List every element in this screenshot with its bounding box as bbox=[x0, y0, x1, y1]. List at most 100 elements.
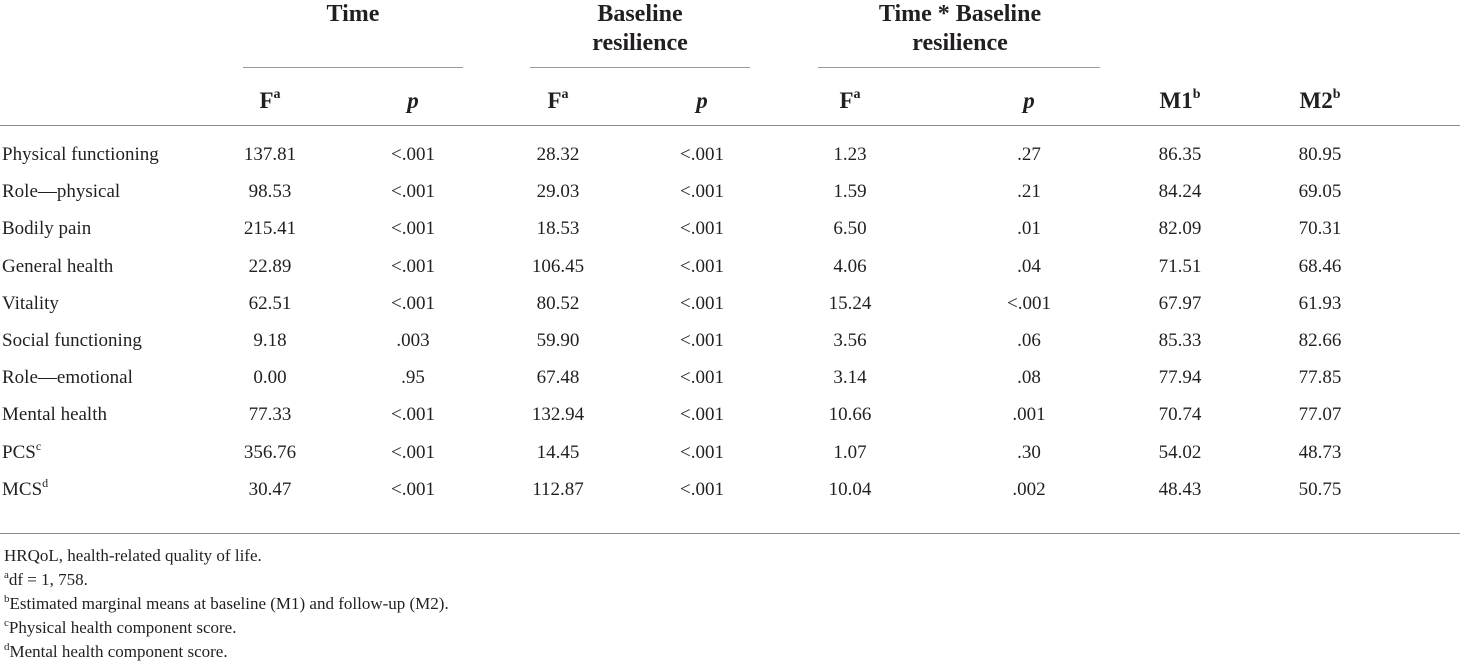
row-label-text: MCS bbox=[2, 478, 43, 500]
table-cell: 137.81 bbox=[243, 144, 297, 165]
row-label: Social functioning bbox=[2, 330, 142, 352]
row-label-text: Mental health bbox=[2, 404, 107, 426]
table-cell: 71.51 bbox=[1158, 255, 1202, 277]
footnote-text: Estimated marginal means at baseline (M1… bbox=[9, 594, 449, 613]
footer-rule bbox=[0, 533, 1460, 534]
table-cell: 59.90 bbox=[536, 330, 580, 351]
row-label: Role—emotional bbox=[2, 367, 133, 389]
table-cell: <.001 bbox=[391, 255, 435, 277]
col-header-baseline-p: p bbox=[696, 88, 708, 113]
table-cell: 77.33 bbox=[248, 404, 292, 426]
table-cell: .01 bbox=[1017, 218, 1041, 240]
table-cell: 106.45 bbox=[531, 255, 585, 277]
footnote-marker: d bbox=[4, 641, 10, 653]
table-cell: <.001 bbox=[680, 218, 724, 240]
table-cell: <.001 bbox=[391, 181, 435, 203]
group-header-line: Baseline bbox=[597, 1, 683, 27]
col-header-baseline-f: Fa bbox=[547, 87, 569, 114]
table-cell: <.001 bbox=[391, 144, 435, 165]
table-cell: <.001 bbox=[680, 292, 724, 314]
group-header-baseline-resilience: Baseline resilience bbox=[530, 0, 750, 58]
header-rule bbox=[0, 125, 1460, 126]
table-cell: .95 bbox=[401, 367, 425, 389]
table-cell: 1.59 bbox=[833, 181, 867, 203]
table-cell: <.001 bbox=[680, 441, 724, 463]
group-header-line: resilience bbox=[592, 30, 688, 56]
row-label-text: General health bbox=[2, 255, 114, 277]
row-label: Physical functioning bbox=[2, 144, 159, 166]
table-cell: <.001 bbox=[391, 404, 435, 426]
row-label-text: Vitality bbox=[2, 292, 59, 314]
footnote: cPhysical health component score. bbox=[4, 618, 236, 638]
col-header-interaction-f: Fa bbox=[839, 87, 861, 114]
footnote-text: df = 1, 758. bbox=[8, 570, 88, 589]
table-cell: <.001 bbox=[391, 292, 435, 314]
table-cell: <.001 bbox=[680, 367, 724, 389]
table-cell: 3.14 bbox=[833, 367, 867, 389]
row-label: Role—physical bbox=[2, 181, 120, 203]
table-cell: .002 bbox=[1012, 478, 1046, 500]
table-cell: 356.76 bbox=[243, 441, 297, 463]
table-cell: <.001 bbox=[680, 330, 724, 351]
table-cell: 48.43 bbox=[1158, 478, 1202, 500]
table-cell: <.001 bbox=[680, 144, 724, 165]
row-label-text: Social functioning bbox=[2, 330, 142, 351]
group-header-line: Time * Baseline bbox=[878, 1, 1042, 27]
table-cell: .003 bbox=[396, 330, 430, 351]
row-label: MCSd bbox=[2, 475, 49, 501]
table-cell: .08 bbox=[1017, 367, 1041, 389]
table-cell: 70.31 bbox=[1298, 218, 1342, 240]
table-cell: .04 bbox=[1017, 255, 1041, 277]
table-cell: <.001 bbox=[1007, 292, 1051, 314]
table-cell: 6.50 bbox=[833, 218, 867, 240]
table-cell: 80.52 bbox=[536, 292, 580, 314]
table-cell: 67.97 bbox=[1158, 292, 1202, 314]
row-label: Mental health bbox=[2, 404, 107, 426]
group-header-time-baseline-resilience: Time * Baseline resilience bbox=[810, 0, 1110, 58]
table-cell: 84.24 bbox=[1158, 181, 1202, 203]
table-cell: 68.46 bbox=[1298, 255, 1342, 277]
table-cell: 69.05 bbox=[1298, 181, 1342, 203]
table-cell: 29.03 bbox=[536, 181, 580, 203]
row-label-footnote: c bbox=[35, 438, 42, 453]
row-label: General health bbox=[2, 256, 113, 278]
table-cell: 61.93 bbox=[1298, 292, 1342, 314]
col-header-interaction-p: p bbox=[1023, 88, 1035, 113]
table-cell: 14.45 bbox=[536, 441, 580, 463]
footnote-text: Mental health component score. bbox=[9, 642, 228, 661]
table-cell: 1.23 bbox=[833, 144, 867, 165]
footnote-text: Physical health component score. bbox=[8, 618, 237, 637]
group-underline-interaction bbox=[818, 67, 1100, 68]
table-cell: 82.66 bbox=[1298, 330, 1342, 351]
table-cell: 62.51 bbox=[248, 292, 292, 314]
table-cell: 9.18 bbox=[253, 330, 287, 351]
table-cell: 48.73 bbox=[1298, 441, 1342, 463]
table-cell: 18.53 bbox=[536, 218, 580, 240]
table-cell: 77.94 bbox=[1158, 367, 1202, 389]
table-cell: <.001 bbox=[680, 404, 724, 426]
row-label-text: Role—emotional bbox=[2, 367, 133, 389]
table-cell: 80.95 bbox=[1298, 144, 1342, 165]
table-cell: 30.47 bbox=[248, 478, 292, 500]
row-label-text: PCS bbox=[2, 441, 36, 463]
table-cell: .27 bbox=[1017, 144, 1041, 165]
table-cell: 4.06 bbox=[833, 255, 867, 277]
table-cell: 85.33 bbox=[1158, 330, 1202, 351]
row-label-footnote: d bbox=[42, 475, 49, 490]
table-cell: 82.09 bbox=[1158, 218, 1202, 240]
row-label-text: Bodily pain bbox=[2, 218, 92, 240]
group-underline-baseline-resilience bbox=[530, 67, 750, 68]
table-cell: 77.85 bbox=[1298, 367, 1342, 389]
footnote: adf = 1, 758. bbox=[4, 570, 88, 590]
table-cell: 3.56 bbox=[833, 330, 867, 351]
table-cell: <.001 bbox=[680, 181, 724, 203]
row-label: Bodily pain bbox=[2, 218, 91, 240]
table-cell: 132.94 bbox=[531, 404, 585, 426]
group-header-line: resilience bbox=[912, 30, 1008, 56]
col-header-time-f: Fa bbox=[259, 87, 281, 114]
table-cell: 86.35 bbox=[1158, 144, 1202, 165]
footnote: HRQoL, health-related quality of life. bbox=[4, 546, 262, 566]
table-cell: 98.53 bbox=[248, 181, 292, 203]
row-label-text: Role—physical bbox=[2, 181, 121, 203]
table-cell: .21 bbox=[1017, 181, 1041, 203]
